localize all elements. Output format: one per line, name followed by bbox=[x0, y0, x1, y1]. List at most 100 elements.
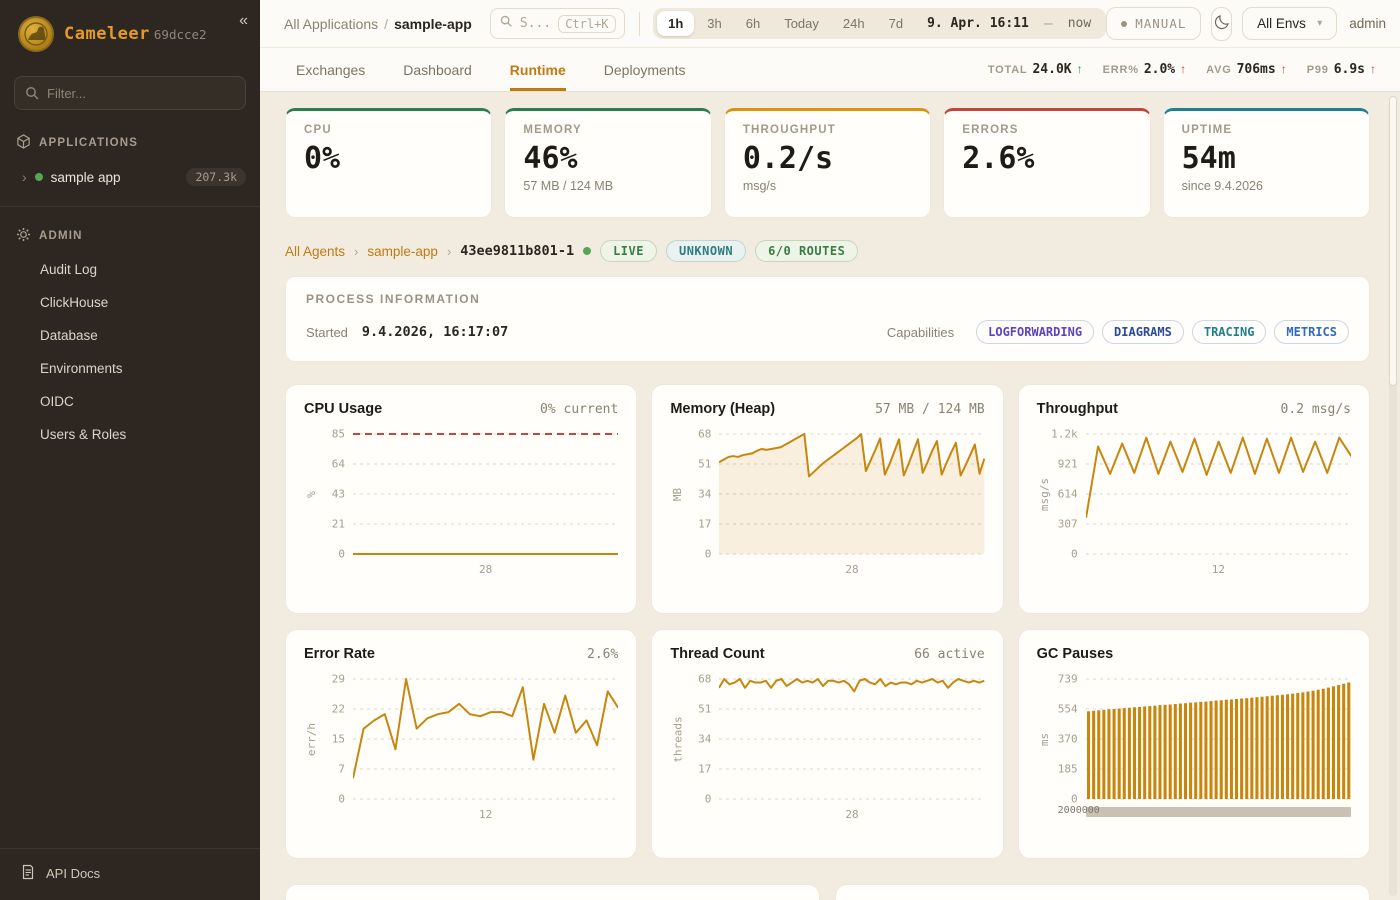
sidebar-item-audit-log[interactable]: Audit Log bbox=[40, 262, 98, 277]
app-item-count-badge: 207.3k bbox=[186, 168, 246, 186]
y-tick-label: 68 bbox=[698, 427, 712, 441]
user-name[interactable]: admin bbox=[1349, 16, 1386, 31]
vertical-scrollbar[interactable] bbox=[1389, 96, 1397, 896]
content-area: CPU 0% MEMORY 46% 57 MB / 124 MB THROUGH… bbox=[260, 92, 1400, 900]
manual-label: MANUAL bbox=[1135, 16, 1187, 31]
chart-current-value: 2.6% bbox=[587, 647, 619, 662]
time-range-group: 1h 3h 6h Today 24h 7d 9. Apr. 16:11 – no… bbox=[653, 8, 1107, 39]
metric-cards-row: CPU 0% MEMORY 46% 57 MB / 124 MB THROUGH… bbox=[285, 108, 1371, 218]
metric-value: 2.6% bbox=[962, 141, 1035, 176]
capability-metrics: METRICS bbox=[1274, 320, 1349, 344]
sidebar-item-database[interactable]: Database bbox=[40, 328, 98, 343]
sidebar-item-api-docs[interactable]: API Docs bbox=[0, 848, 260, 900]
chart-card-memory-heap: Memory (Heap) 57 MB / 124 MB MB 68 51 34 17 0… bbox=[651, 384, 1004, 614]
chevron-right-icon: › bbox=[446, 243, 452, 259]
manual-dot-icon bbox=[1121, 20, 1128, 27]
y-tick-label: 0 bbox=[1071, 792, 1078, 806]
y-tick-label: 307 bbox=[1057, 517, 1078, 531]
stat-label: P99 bbox=[1306, 64, 1329, 76]
tab-dashboard[interactable]: Dashboard bbox=[403, 61, 472, 78]
x-axis-tick: 28 bbox=[479, 563, 493, 576]
expand-chevron-icon[interactable]: › bbox=[22, 169, 27, 185]
charts-grid: CPU Usage 0% current % 85 64 43 21 0 28 Memor… bbox=[285, 384, 1370, 859]
chart-title: GC Pauses bbox=[1036, 646, 1114, 662]
tab-exchanges[interactable]: Exchanges bbox=[296, 61, 366, 78]
time-range-today[interactable]: Today bbox=[773, 11, 830, 36]
global-search[interactable]: S... Ctrl+K bbox=[489, 8, 625, 39]
agent-breadcrumb: All Agents › sample-app › 43ee9811b801-1… bbox=[285, 240, 1370, 262]
sidebar-item-oidc[interactable]: OIDC bbox=[40, 394, 74, 409]
metric-label: MEMORY bbox=[523, 124, 582, 136]
metric-value: 0% bbox=[304, 141, 341, 176]
breadcrumb-parent[interactable]: All Applications bbox=[284, 15, 379, 32]
metric-label: UPTIME bbox=[1181, 124, 1233, 136]
y-tick-label: 22 bbox=[331, 702, 345, 716]
time-range-6h[interactable]: 6h bbox=[735, 11, 771, 36]
process-information-panel: PROCESS INFORMATION Started 9.4.2026, 16… bbox=[285, 276, 1370, 362]
filter-input[interactable] bbox=[14, 76, 246, 110]
y-tick-label: 51 bbox=[698, 457, 712, 471]
stat-label: TOTAL bbox=[987, 64, 1028, 76]
bottom-panels: APPLICATION LOG 100 entries ↓ ↻ Timeline… bbox=[285, 884, 1370, 900]
y-tick-label: 43 bbox=[331, 487, 345, 501]
capability-tracing: TRACING bbox=[1191, 320, 1267, 344]
gc-pauses-plot bbox=[1086, 674, 1351, 804]
chart-current-value: 0% current bbox=[540, 402, 619, 417]
sample-app-link[interactable]: sample-app bbox=[367, 243, 438, 259]
timeline-panel: Timeline 4 events ↓ ↻ bbox=[835, 884, 1370, 900]
app-item-label: sample app bbox=[50, 169, 121, 185]
tabs-row: Exchanges Dashboard Runtime Deployments … bbox=[260, 48, 1400, 92]
time-range-3h[interactable]: 3h bbox=[696, 11, 732, 36]
y-axis-ticks: 1.2k 921 614 307 0 bbox=[1051, 428, 1086, 561]
metric-label: ERRORS bbox=[962, 124, 1019, 136]
throughput-plot bbox=[1086, 429, 1351, 559]
started-label: Started bbox=[306, 324, 348, 340]
stat-p99: P99 6.9s ↑ bbox=[1307, 62, 1376, 77]
y-tick-label: 370 bbox=[1057, 732, 1078, 746]
chart-title: Thread Count bbox=[670, 646, 765, 662]
admin-section-label: ADMIN bbox=[39, 230, 83, 242]
time-to-value[interactable]: now bbox=[1057, 11, 1102, 36]
process-information-title: PROCESS INFORMATION bbox=[306, 292, 481, 306]
chart-title: Memory (Heap) bbox=[670, 401, 776, 417]
y-tick-label: 15 bbox=[331, 732, 345, 746]
chart-card-gc-pauses: GC Pauses ms 739 554 370 185 0 2000000 bbox=[1017, 629, 1370, 859]
y-tick-label: 185 bbox=[1057, 762, 1078, 776]
scrollbar-thumb[interactable] bbox=[1389, 96, 1397, 386]
time-range-24h[interactable]: 24h bbox=[832, 11, 876, 36]
time-range-dash: – bbox=[1043, 14, 1053, 32]
capability-diagrams: DIAGRAMS bbox=[1102, 320, 1184, 344]
metric-sub: msg/s bbox=[742, 179, 777, 193]
sidebar-item-clickhouse[interactable]: ClickHouse bbox=[40, 295, 109, 310]
chart-current-value: 57 MB / 124 MB bbox=[875, 402, 985, 417]
tab-deployments[interactable]: Deployments bbox=[603, 61, 686, 78]
topbar: All Applications / sample-app S... Ctrl+K … bbox=[260, 0, 1400, 48]
time-range-7d[interactable]: 7d bbox=[878, 11, 914, 36]
y-tick-label: 17 bbox=[698, 762, 712, 776]
manual-refresh-button[interactable]: MANUAL bbox=[1106, 7, 1202, 40]
sidebar-item-sample-app[interactable]: › sample app 207.3k bbox=[0, 160, 260, 194]
time-range-1h[interactable]: 1h bbox=[657, 11, 695, 36]
metric-sub: since 9.4.2026 bbox=[1181, 179, 1263, 193]
box-icon bbox=[16, 134, 31, 152]
gear-icon bbox=[16, 227, 31, 245]
sidebar-item-users-roles[interactable]: Users & Roles bbox=[40, 427, 127, 442]
stat-value: 24.0K bbox=[1032, 62, 1072, 77]
chart-card-thread-count: Thread Count 66 active threads 68 51 34 17 0 … bbox=[651, 629, 1004, 859]
all-agents-link[interactable]: All Agents bbox=[285, 243, 346, 259]
topbar-divider bbox=[638, 11, 640, 36]
document-icon bbox=[20, 864, 36, 883]
tab-runtime[interactable]: Runtime bbox=[509, 48, 566, 91]
y-tick-label: 68 bbox=[698, 672, 712, 686]
sidebar-collapse-icon[interactable]: « bbox=[239, 12, 248, 29]
metric-card-errors: ERRORS 2.6% bbox=[943, 108, 1151, 218]
time-from-value[interactable]: 9. Apr. 16:11 bbox=[916, 11, 1040, 36]
metric-value: 54m bbox=[1181, 141, 1236, 176]
dark-mode-toggle[interactable] bbox=[1211, 6, 1233, 41]
x-axis-tick: 12 bbox=[1211, 563, 1225, 576]
sidebar-item-environments[interactable]: Environments bbox=[40, 361, 123, 376]
y-tick-label: 0 bbox=[338, 792, 345, 806]
api-docs-label: API Docs bbox=[46, 866, 101, 881]
environment-select[interactable]: All Envs ▾ bbox=[1242, 7, 1338, 40]
chart-title: Error Rate bbox=[304, 646, 375, 662]
